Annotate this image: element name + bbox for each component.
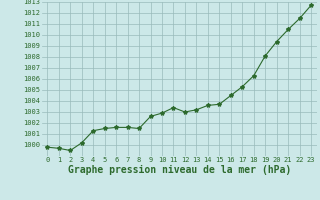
X-axis label: Graphe pression niveau de la mer (hPa): Graphe pression niveau de la mer (hPa)	[68, 165, 291, 175]
